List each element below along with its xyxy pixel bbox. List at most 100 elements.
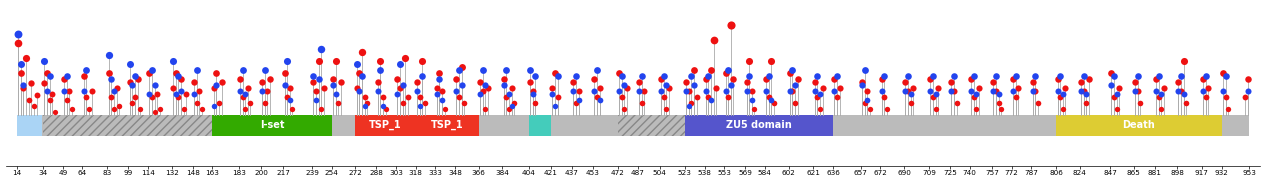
Point <box>584 89 604 92</box>
Point <box>78 107 99 110</box>
Point <box>943 89 963 92</box>
Point <box>1109 86 1129 89</box>
Point <box>163 59 184 62</box>
Point <box>566 74 586 77</box>
Point <box>860 107 880 110</box>
Point <box>1213 71 1233 74</box>
Point <box>354 95 375 98</box>
Point <box>898 74 918 77</box>
Point <box>943 74 963 77</box>
Point <box>22 82 42 85</box>
Point <box>1193 89 1213 92</box>
Point <box>475 83 495 86</box>
Point <box>780 71 800 74</box>
Point <box>1025 89 1046 92</box>
Point <box>119 62 139 65</box>
Point <box>739 59 760 62</box>
Point <box>186 68 206 71</box>
Point <box>875 74 895 77</box>
Point <box>496 68 517 71</box>
Point <box>54 89 75 92</box>
Point <box>306 98 327 101</box>
Point <box>370 59 390 62</box>
Point <box>742 98 762 101</box>
Point <box>1174 92 1194 95</box>
Point <box>547 95 567 98</box>
Point <box>447 89 467 92</box>
Point <box>19 98 39 101</box>
Point <box>656 83 676 86</box>
Point <box>147 92 167 95</box>
Point <box>900 101 920 104</box>
Point <box>761 98 781 101</box>
Point <box>37 71 57 74</box>
Point <box>494 83 514 86</box>
Point <box>785 101 805 104</box>
Point <box>1148 95 1169 98</box>
Point <box>42 92 62 95</box>
Point <box>1213 89 1233 92</box>
Point <box>656 107 676 110</box>
Point <box>1199 86 1219 89</box>
Point <box>470 92 490 95</box>
Point <box>920 89 941 92</box>
Point <box>1053 107 1074 110</box>
Point <box>1174 59 1194 62</box>
Point <box>808 74 828 77</box>
Point <box>76 95 96 98</box>
Point <box>523 89 543 92</box>
Point <box>920 77 941 80</box>
Point <box>191 107 211 110</box>
Point <box>475 107 495 110</box>
Point <box>328 101 348 104</box>
Point <box>855 68 875 71</box>
Point <box>925 92 946 95</box>
Point <box>235 92 256 95</box>
Point <box>715 89 736 92</box>
Point <box>1171 89 1191 92</box>
Point <box>357 101 377 104</box>
Point <box>233 95 253 98</box>
Point <box>472 89 492 92</box>
Point <box>852 80 872 83</box>
Point <box>230 77 251 80</box>
Point <box>452 65 472 68</box>
Point <box>130 107 151 110</box>
Point <box>653 74 674 77</box>
Text: TSP_1: TSP_1 <box>430 120 463 130</box>
Point <box>706 86 727 89</box>
Point <box>373 104 394 107</box>
Point <box>756 77 776 80</box>
Point <box>499 92 519 95</box>
Point <box>81 89 101 92</box>
Point <box>871 77 891 80</box>
Point <box>742 89 762 92</box>
Point <box>877 107 898 110</box>
Point <box>204 104 224 107</box>
Point <box>57 74 77 77</box>
Point <box>520 68 541 71</box>
Text: ZU5 domain: ZU5 domain <box>727 120 791 130</box>
Point <box>984 89 1004 92</box>
Point <box>609 71 629 74</box>
Point <box>27 94 47 97</box>
Point <box>347 62 367 65</box>
Point <box>1050 74 1070 77</box>
Point <box>168 95 189 98</box>
Point <box>966 107 986 110</box>
Point <box>454 101 475 104</box>
Point <box>986 89 1006 92</box>
Point <box>413 74 433 77</box>
Point <box>184 92 204 95</box>
Point <box>1153 86 1174 89</box>
Point <box>984 80 1004 83</box>
Point <box>989 92 1009 95</box>
Point <box>963 74 984 77</box>
Point <box>609 89 629 92</box>
Point <box>387 77 408 80</box>
Point <box>10 62 30 65</box>
Point <box>211 80 232 83</box>
Point <box>699 95 719 98</box>
Point <box>472 68 492 71</box>
Point <box>238 86 258 89</box>
